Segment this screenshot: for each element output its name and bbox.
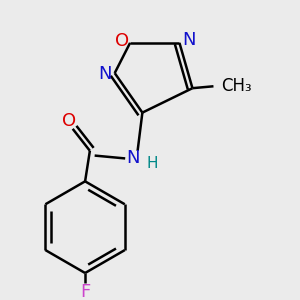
Text: H: H [146,156,158,171]
Text: O: O [62,112,76,130]
Text: O: O [116,32,130,50]
Text: CH₃: CH₃ [221,77,252,95]
Text: N: N [182,31,196,49]
Text: F: F [80,283,90,300]
Text: N: N [98,65,112,83]
Text: N: N [126,149,140,167]
